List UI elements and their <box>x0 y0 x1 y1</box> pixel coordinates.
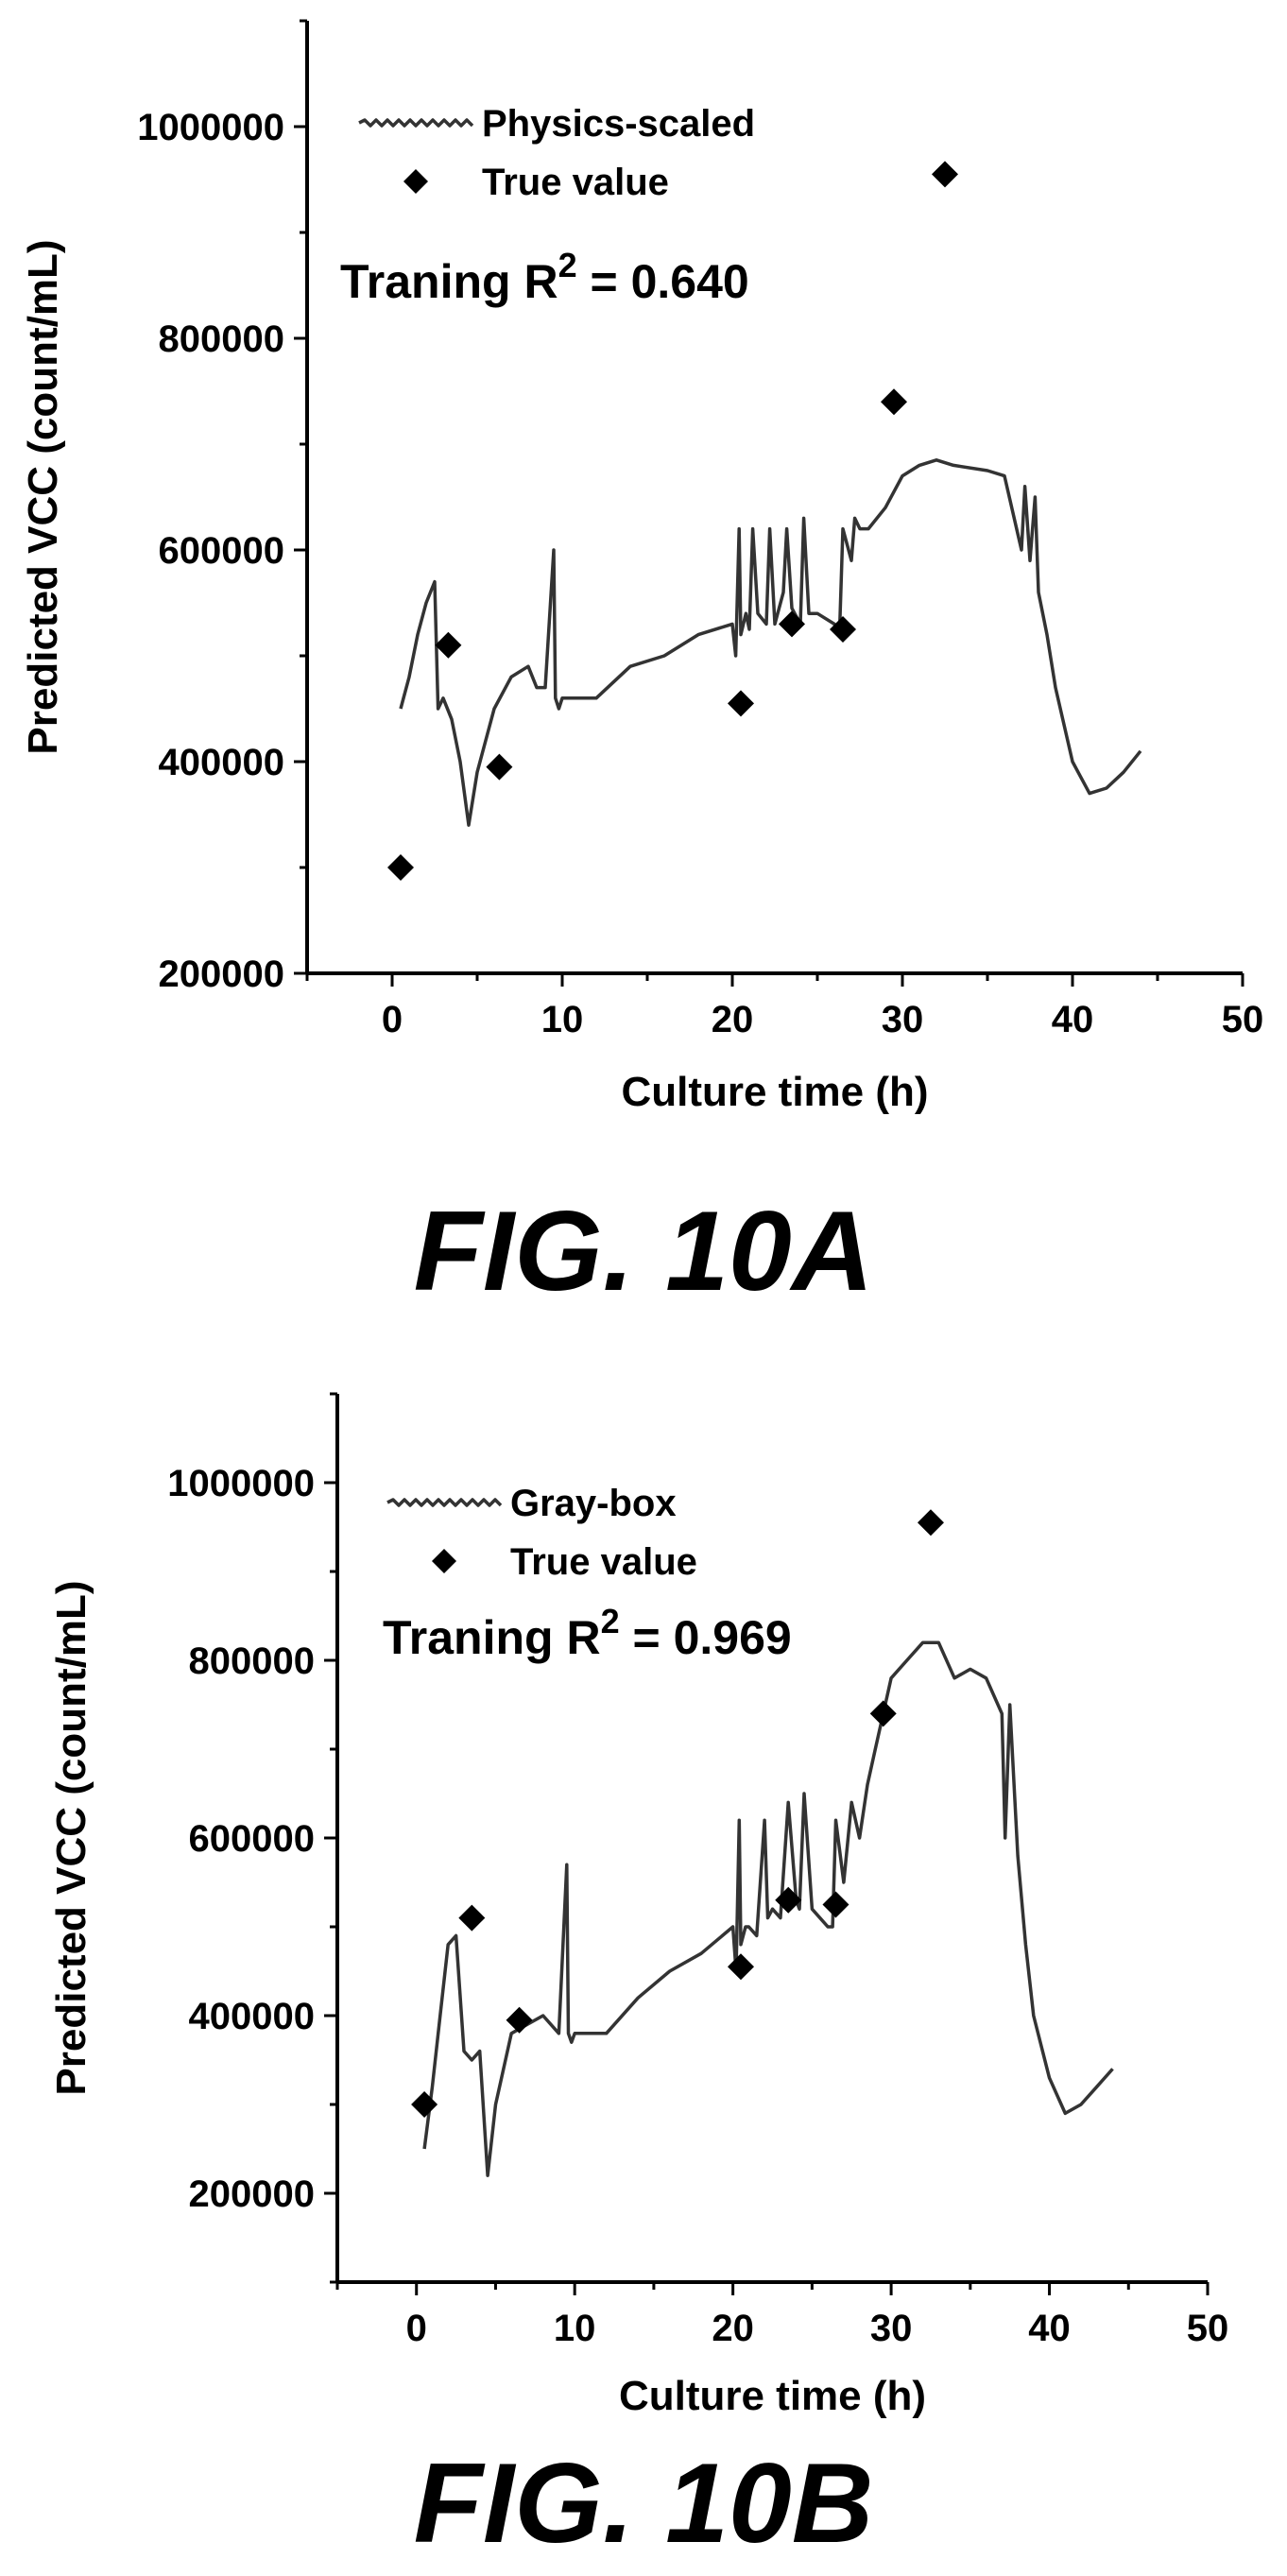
x-tick-label: 10 <box>554 2308 596 2349</box>
x-tick-label: 50 <box>1187 2308 1229 2349</box>
x-tick-label: 10 <box>541 999 584 1040</box>
true-value-point <box>881 388 907 416</box>
true-value-point <box>917 1509 944 1537</box>
x-axis-title: Culture time (h) <box>619 2373 926 2419</box>
chart-panel-a: 200000 400000 600000 800000 1000000 0 10 20 30 40… <box>20 19 1264 1115</box>
true-value-point <box>411 2091 438 2118</box>
x-tick-label: 20 <box>712 2308 754 2349</box>
true-value-point <box>387 854 414 881</box>
y-tick-label: 600000 <box>189 1818 315 1860</box>
legend: Gray-box True value <box>386 1483 697 1583</box>
legend-marker-swatch <box>432 1549 456 1573</box>
y-axis-title: Predicted VCC (count/mL) <box>48 1580 94 2095</box>
legend: Physics-scaled True value <box>358 103 755 203</box>
series-line-gray-box <box>422 1640 1114 2177</box>
legend-line-swatch <box>358 118 474 128</box>
true-value-point <box>822 1891 849 1918</box>
x-tick-label: 0 <box>382 999 403 1040</box>
chart-panel-b: 200000 400000 600000 800000 1000000 0 10 20 30 40… <box>48 1392 1229 2419</box>
true-value-point <box>932 161 958 188</box>
r2-annotation: Traning R2 = 0.640 <box>340 246 749 308</box>
y-axis-title: Predicted VCC (count/mL) <box>20 239 66 754</box>
legend-entry-marker: True value <box>482 162 669 203</box>
x-tick-label: 30 <box>870 2308 913 2349</box>
figure-label-a: FIG. 10A <box>414 1188 874 1314</box>
r2-annotation: Traning R2 = 0.969 <box>383 1602 792 1664</box>
true-value-point <box>830 616 856 643</box>
true-value-point <box>779 610 805 638</box>
y-tick-label: 800000 <box>189 1640 315 1682</box>
x-tick-label: 40 <box>1052 999 1094 1040</box>
x-tick-label: 40 <box>1028 2308 1071 2349</box>
y-tick-label: 400000 <box>189 1996 315 2037</box>
true-value-point <box>728 1953 755 1981</box>
legend-marker-swatch <box>403 169 428 194</box>
true-value-point <box>458 1904 486 1932</box>
legend-entry-line: Physics-scaled <box>482 103 755 145</box>
legend-entry-marker: True value <box>510 1541 697 1583</box>
y-tick-label: 600000 <box>159 530 284 572</box>
x-tick-label: 0 <box>406 2308 427 2349</box>
y-tick-label: 400000 <box>159 742 284 783</box>
true-value-point <box>486 753 513 781</box>
y-tick-label: 800000 <box>159 318 284 360</box>
y-tick-label: 200000 <box>159 953 284 995</box>
true-value-point <box>869 1700 897 1727</box>
legend-line-swatch <box>386 1498 503 1507</box>
y-tick-label: 1000000 <box>137 107 284 148</box>
legend-entry-line: Gray-box <box>510 1483 677 1524</box>
true-value-point <box>728 690 754 717</box>
true-value-point <box>775 1886 802 1914</box>
figure-label-b: FIG. 10B <box>414 2440 874 2567</box>
x-tick-label: 30 <box>882 999 924 1040</box>
x-axis-title: Culture time (h) <box>621 1069 928 1115</box>
series-line-physics-scaled <box>399 458 1142 827</box>
x-tick-label: 50 <box>1222 999 1264 1040</box>
y-tick-label: 1000000 <box>167 1463 315 1504</box>
x-tick-label: 20 <box>712 999 754 1040</box>
true-value-point <box>506 2006 533 2034</box>
true-value-point <box>435 631 462 659</box>
y-tick-label: 200000 <box>189 2173 315 2215</box>
